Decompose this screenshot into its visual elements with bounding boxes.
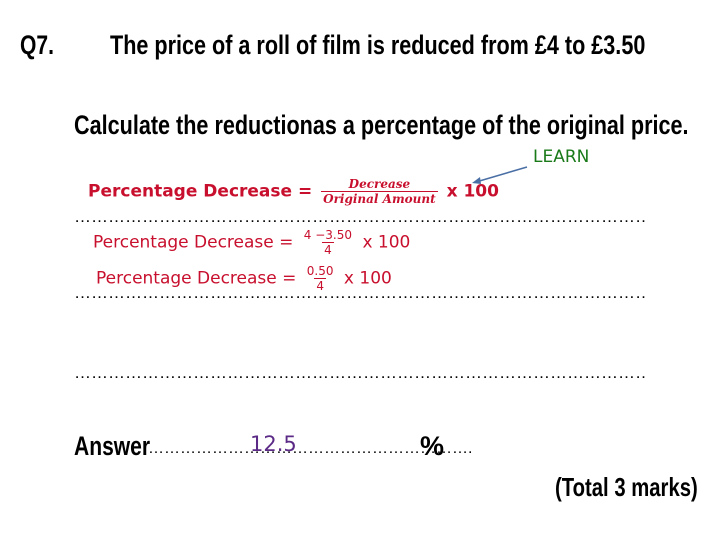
question-number: Q7. xyxy=(20,30,54,60)
dotted-line-1: …………………………………………………………………………………………………….. xyxy=(74,207,646,226)
answer-value: 12.5 xyxy=(250,432,297,456)
step1-fraction: 4 −3.50 4 xyxy=(302,228,354,257)
step2-denominator: 4 xyxy=(314,278,326,293)
question-text: The price of a roll of film is reduced f… xyxy=(110,30,646,60)
step2-numerator: 0.50 xyxy=(306,264,334,278)
step1-multiplier: x 100 xyxy=(362,232,411,253)
answer-label: Answer xyxy=(74,431,151,461)
formula-numerator: Decrease xyxy=(348,177,411,191)
step1-numerator: 4 −3.50 xyxy=(303,228,353,242)
step2-label: Percentage Decrease = xyxy=(96,268,297,289)
total-marks: (Total 3 marks) xyxy=(555,472,698,502)
step2-fraction: 0.50 4 xyxy=(305,264,336,293)
step1-label: Percentage Decrease = xyxy=(93,232,294,253)
formula-fraction: Decrease Original Amount xyxy=(321,177,438,206)
dotted-line-2: …………………………………………………………………………………………………….. xyxy=(74,283,646,302)
learn-annotation: LEARN xyxy=(533,147,590,167)
formula-denominator: Original Amount xyxy=(321,191,438,206)
step1-line: Percentage Decrease = 4 −3.50 4 x 100 xyxy=(93,228,410,257)
formula-label: Percentage Decrease = xyxy=(88,181,313,202)
answer-unit: % xyxy=(420,431,445,461)
formula-multiplier: x 100 xyxy=(446,181,499,202)
formula-line: Percentage Decrease = Decrease Original … xyxy=(88,177,499,206)
answer-dots: ……………………………………………………. xyxy=(148,440,473,457)
step1-denominator: 4 xyxy=(322,242,334,257)
step2-line: Percentage Decrease = 0.50 4 x 100 xyxy=(96,264,392,293)
arrow-icon xyxy=(472,166,528,184)
dotted-line-3: …………………………………………………………………………………………………….. xyxy=(74,363,646,382)
step2-multiplier: x 100 xyxy=(343,268,392,289)
question-instruction: Calculate the reductionas a percentage o… xyxy=(74,110,689,140)
